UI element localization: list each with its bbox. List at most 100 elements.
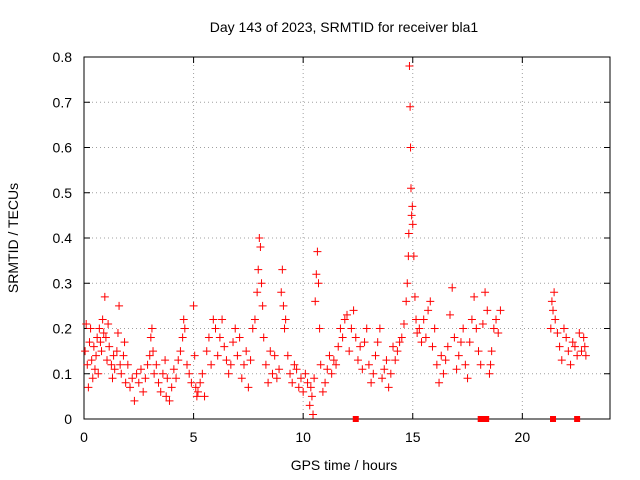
data-point: [406, 143, 415, 152]
data-point: [407, 211, 416, 220]
data-point: [172, 374, 181, 383]
data-point: [408, 202, 417, 211]
data-point: [428, 342, 437, 351]
data-point: [81, 347, 90, 356]
data-point: [272, 374, 281, 383]
data-point: [229, 338, 238, 347]
data-point: [150, 369, 159, 378]
data-point: [109, 351, 118, 360]
data-point: [283, 351, 292, 360]
data-point: [486, 360, 495, 369]
data-point: [307, 392, 316, 401]
data-point: [116, 360, 125, 369]
data-point: [149, 347, 158, 356]
data-point: [254, 265, 263, 274]
data-point: [358, 365, 367, 374]
data-point: [162, 392, 171, 401]
data-point: [128, 374, 137, 383]
data-point: [226, 360, 235, 369]
data-point: [489, 324, 498, 333]
data-point: [264, 378, 273, 387]
data-point: [279, 301, 288, 310]
data-point: [340, 315, 349, 324]
x-tick-labels: 0 5 10 15 20: [80, 429, 530, 445]
data-point: [332, 360, 341, 369]
data-point: [277, 288, 286, 297]
data-point: [134, 378, 143, 387]
data-point: [430, 324, 439, 333]
data-points: [81, 62, 590, 422]
data-point: [421, 333, 430, 342]
data-point: [494, 329, 503, 338]
data-point: [193, 387, 202, 396]
y-tick-label: 0: [64, 411, 72, 427]
data-point: [294, 383, 303, 392]
data-point: [85, 338, 94, 347]
data-point: [378, 374, 387, 383]
data-point: [318, 387, 327, 396]
data-point: [570, 342, 579, 351]
data-point: [83, 360, 92, 369]
data-point: [456, 338, 465, 347]
data-point: [384, 383, 393, 392]
data-point: [96, 338, 105, 347]
zero-marker: [550, 416, 557, 422]
data-point: [259, 333, 268, 342]
data-point: [215, 333, 224, 342]
data-point: [107, 360, 116, 369]
y-tick-label: 0.2: [53, 321, 73, 337]
data-point: [553, 329, 562, 338]
data-point: [364, 360, 373, 369]
data-point: [417, 338, 426, 347]
plot-frame: [83, 56, 611, 420]
data-point: [315, 324, 324, 333]
data-point: [239, 360, 248, 369]
data-point: [218, 315, 227, 324]
data-point: [278, 265, 287, 274]
data-point: [222, 356, 231, 365]
data-point: [557, 356, 566, 365]
data-point: [391, 356, 400, 365]
data-point: [410, 292, 419, 301]
data-point: [87, 356, 96, 365]
data-point: [112, 347, 121, 356]
data-point: [312, 270, 321, 279]
data-point: [176, 347, 185, 356]
data-point: [311, 297, 320, 306]
x-axis-label: GPS time / hours: [291, 457, 398, 473]
data-point: [290, 360, 299, 369]
data-point: [323, 365, 332, 374]
data-point: [564, 347, 573, 356]
data-point: [412, 315, 421, 324]
data-point: [470, 292, 479, 301]
y-tick-label: 0.5: [53, 185, 73, 201]
data-point: [256, 243, 265, 252]
data-point: [246, 356, 255, 365]
data-point: [329, 356, 338, 365]
data-point: [253, 288, 262, 297]
data-point: [121, 378, 130, 387]
data-point: [448, 283, 457, 292]
data-point: [406, 102, 415, 111]
data-point: [424, 306, 433, 315]
data-point: [380, 365, 389, 374]
data-point: [250, 315, 259, 324]
y-axis-label: SRMTID / TECUs: [5, 183, 21, 293]
data-point: [99, 329, 108, 338]
data-point: [82, 319, 91, 328]
axis-ticks: [83, 56, 610, 420]
data-point: [443, 342, 452, 351]
data-point: [270, 351, 279, 360]
data-point: [220, 342, 229, 351]
data-point: [266, 347, 275, 356]
data-point: [235, 333, 244, 342]
data-point: [393, 347, 402, 356]
data-point: [373, 338, 382, 347]
data-point: [406, 184, 415, 193]
data-point: [347, 324, 356, 333]
data-point: [343, 310, 351, 319]
data-point: [95, 324, 104, 333]
data-point: [476, 360, 485, 369]
y-tick-label: 0.4: [53, 230, 73, 246]
